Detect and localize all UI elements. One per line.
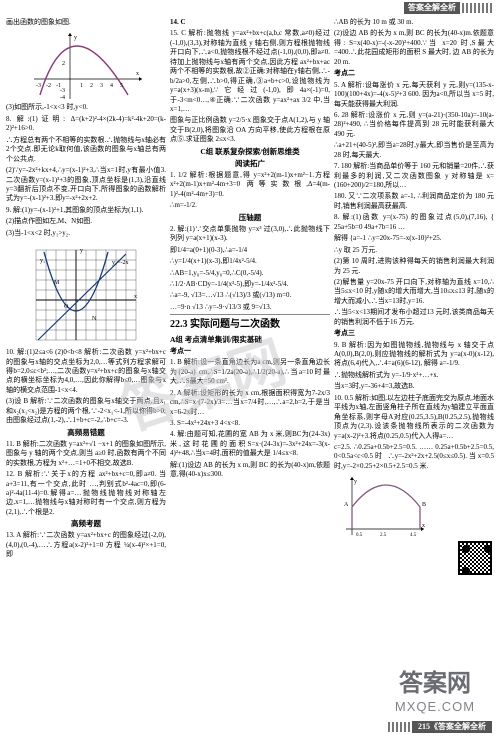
svg-text:y: y [80,248,83,254]
c3-p17: c=2.5. ∴0.25a+0.5b+2.5=0.5. …… 0.25a+0.5… [334,443,494,471]
c1-p11: 12. B 解析:∵关于x的方程 ax²+bx+c=0,即a≠0. 当a+3=1… [6,470,166,517]
c3-p7: 8. 解:(1)函数 y=(x-75) 的图象过点(5,0),(7,16), {… [334,213,494,232]
c2-p9: ∴AB=1,y₀=-5/4,y₀=0,∴C(0,-5/4). [170,269,330,278]
c1-p9: (3)设 B 解析:∵二次函数的图象与x轴交于两点,且x₁和x₂(x₁<x₂)是… [6,397,166,425]
c1-p5: 9. 解:(1)y=-(x-1)²+1,其图象的顶点坐标为(1,1). [6,206,166,215]
footer-page: 215《答案全解全析 [412,721,492,734]
c3-p13: 9. B 解析:因为如图抛物线,抛物线与 x 轴交于点 A(0,0),B(2,0… [334,341,494,369]
svg-text:4.5: 4.5 [410,533,417,538]
footer-bar: 215《答案全解全析 [0,718,500,736]
c1-p0: 画出函数的图象如图. [6,18,166,27]
column-3: ∴AB 的长为 10 m 或 30 m. (2)设边 AB 的长为 x m,则 … [334,18,494,716]
c3-p16: 10. 0.5 解析:如图,以左边柱子底面完交为原点,地面水平线为x轴,左面竖角… [334,394,494,441]
svg-text:y: y [354,479,357,485]
c2-sub: A组 考点清单集训/限实基础 [170,335,330,345]
c2-p5: ∴m=-1/2. [170,201,330,210]
c3-p14: ∴抛物线解析式为 y=-1/9·x²+…+x. [334,371,494,380]
c2-t2: 阅读拓广 [170,159,330,169]
svg-text:2: 2 [90,83,93,89]
c1-p8: 10. 解:(1)2≤a<6 (2)0<b<8 解析:二次函数 y=x²+bx+… [6,348,166,395]
header-stripes [462,3,492,13]
c2-p8: ∴y=1/4(x+1)(x-3),即1/4x²-5/4. [170,257,330,266]
c2-p7: 即1/4=a(0+1)(0-3),∴a=-1/4 [170,246,330,255]
c3-p4: ∴a+21+(40-5)²,即当a=28时,y最大,即当售价是至高为 28 时,… [334,141,494,160]
c2-p16: 4. 解:由题可知,花圃的宽 AB 为 x 米,则BC为(24-3x)米,这时花… [170,430,330,458]
c3-p8: 解得 {a=-1 ∴y=20x-75=-x(x-10)²+25. [334,234,494,243]
column-1: 画出函数的图象如图. -3 -2 -1 1 2 3 4 5 2 [6,18,166,716]
svg-text:O: O [64,304,69,310]
svg-text:-4: -4 [60,95,65,101]
c3-p0: ∴AB 的长为 10 m 或 30 m. [334,18,494,27]
header-bar: 答案全解全析 [0,0,500,16]
c3-kd3: 考点三 [334,329,494,338]
header-title: 答案全解全析 [404,2,460,15]
svg-text:5: 5 [120,83,123,89]
c1-p12: 13. A 解析:∵二次函数 y=ax²+bx+c 的图象经过(-2,0),(4… [6,531,166,559]
svg-text:3: 3 [100,83,103,89]
c2-p6: 2. 解:(1)∵交点单集抛物 y=x³ 过(3,0),∴此抛物线下列列 y=a… [170,225,330,244]
c2-p12: …=9·n √13 ∴y=-9·√13/3 或 9=√13. [170,303,330,312]
svg-text:x: x [134,294,137,300]
c2-p13: 1. B 解析:设一条直角边长为a cm,则另一条直角边长为(20-a) cm,… [170,358,330,386]
c3-p6: 180. 又∵二次项系数 a=-1, ∴利润商品定价为 180 元时,销售利润最… [334,192,494,211]
svg-text:x: x [422,523,425,529]
svg-text:-3: -3 [60,88,65,94]
c3-p2: 5. A 解析:设每涨价 x 元,每天获利 y 元,则y=(135-x-100)… [334,81,494,109]
svg-text:y₁: y₁ [40,258,45,264]
c2-p10: ∴1/2·AB·CDy=-1/4(x³-5),即y=-1/4x²-5/4. [170,280,330,289]
svg-text:4: 4 [110,83,113,89]
c2-p4: 1. 1/2 解析:根据题意,得 y=x²+2(m-1)x+m²−1.方程 x²… [170,171,330,199]
c3-p12: ∴当5<x<13期间才发布小超过13 元时,该类商品每天的销售利润不低于16 万… [334,308,494,327]
c2-kd1: 考点一 [170,347,330,356]
svg-text:B: B [422,502,426,508]
c1-graph2: y₂=-2x y₁ O x y M N [6,240,166,346]
c3-p9: ∴y 取 25 万元. [334,246,494,255]
c1-title-a: 高频易错题 [6,428,166,438]
column-2: 14. C 15. C 解析:抛物线 y=ax²+bx+c(a,b,c 常数,a… [170,18,330,716]
svg-text:2: 2 [62,61,65,67]
c2-p17: 解:(1)设边 AB 的长为 x m,则 BC 的长为(40-x)m,依题意,得… [170,461,330,480]
svg-text:1: 1 [80,83,83,89]
svg-text:2.5: 2.5 [380,533,387,538]
c2-p14: 2. A 解析:设矩形的长为 x cm,根据面积得宽为7-2x/3 cm,∴S=… [170,389,330,417]
svg-text:0.5: 0.5 [356,533,363,538]
svg-text:-3: -3 [36,83,41,89]
c2-p15: 3. S=-4x²+24x+3 4<x<8. [170,419,330,428]
qr-code [334,541,494,575]
svg-text:y₂=-2x: y₂=-2x [112,260,128,266]
c1-p3: ∴方程总有两个不相等的实数根.∴抛物线与x轴必有2个交点.即无论k取何值,该函数… [6,136,166,164]
svg-text:-2: -2 [46,83,51,89]
c2-p0: 14. C [170,18,330,27]
c3-kd2: 考点二 [334,69,494,78]
c2-t1: C组 联系复杂探索/创新思维类 [170,147,330,157]
c1-p10: 11. B 解析:二次函数 y=ax²+√1 −x+1 的图象如图所示,图象与 … [6,440,166,468]
svg-text:x: x [136,71,139,77]
c1-p1: (3)如图所示,-1<x<3 时,y<0. [6,103,166,112]
content-columns: 画出函数的图象如图. -3 -2 -1 1 2 3 4 5 2 [0,16,500,718]
c3-p5: 7. 180 解析:当商品单价等于 160 元和销量=20件,∴获利最多的利润,… [334,162,494,190]
svg-text:M: M [54,280,60,286]
c3-p10: (2)第 10 周时,进购该种得每天的销售利润最大利润为 25 元. [334,257,494,276]
c2-p1: 15. C 解析:抛物线 y=ax²+bx+c(a,b,c 常数,a≠0)经过(… [170,29,330,114]
c2-hr [170,314,330,315]
c1-graph1: -3 -2 -1 1 2 3 4 5 2 -3 -4 y x [6,29,166,101]
svg-text:N: N [92,316,97,322]
svg-text:A: A [344,502,349,508]
c2-p11: ∴a=-9, √13=…√13 ∴(√13)/3 或(√13) m=0. [170,291,330,300]
c1-title-b: 高频考题 [6,519,166,529]
svg-text:y: y [74,35,77,41]
c3-p11: (2)解售量 y=20x-75 开口向下,对称轴为直线 x=10,∴当5≤x<1… [334,278,494,306]
c3-graph3: A B 0.5 2.5 4.5 x y [334,473,494,539]
c3-p15: 当x=3时,y=-36+4=3,故选B. [334,382,494,391]
c2-title-c: 压轴题 [170,213,330,223]
c3-p3: 6. 28 解析:设涨价 x 元,则 y=(a-21)·(350-10a)=-1… [334,111,494,139]
c1-p4: (2)∵y=-2x²+kx+4,∴y=(x-1)²+3,∴当x=1时,y有最小值… [6,166,166,204]
c1-p2: 8. 解:(1)证明: Δ=(k+2)²-4×(2k-4)=k²-4k+20=(… [6,115,166,134]
c2-p2: 图象与正比例函数 y=2/5·x 图象交于点A(1,2),与 y 轴交于B(2,… [170,116,330,144]
c1-p7: (3)当-1<x<2 时,y₁>y₂. [6,229,166,238]
footer-stripes [388,722,410,732]
c2-big: 22.3 实际问题与二次函数 [170,318,330,332]
c3-p1: (2)设边 AB 的长为 x m,则 BC 的长为(40-x)m.依题意得: S… [334,29,494,67]
c1-p6: (2)描点作图如左,M、N如图. [6,217,166,226]
